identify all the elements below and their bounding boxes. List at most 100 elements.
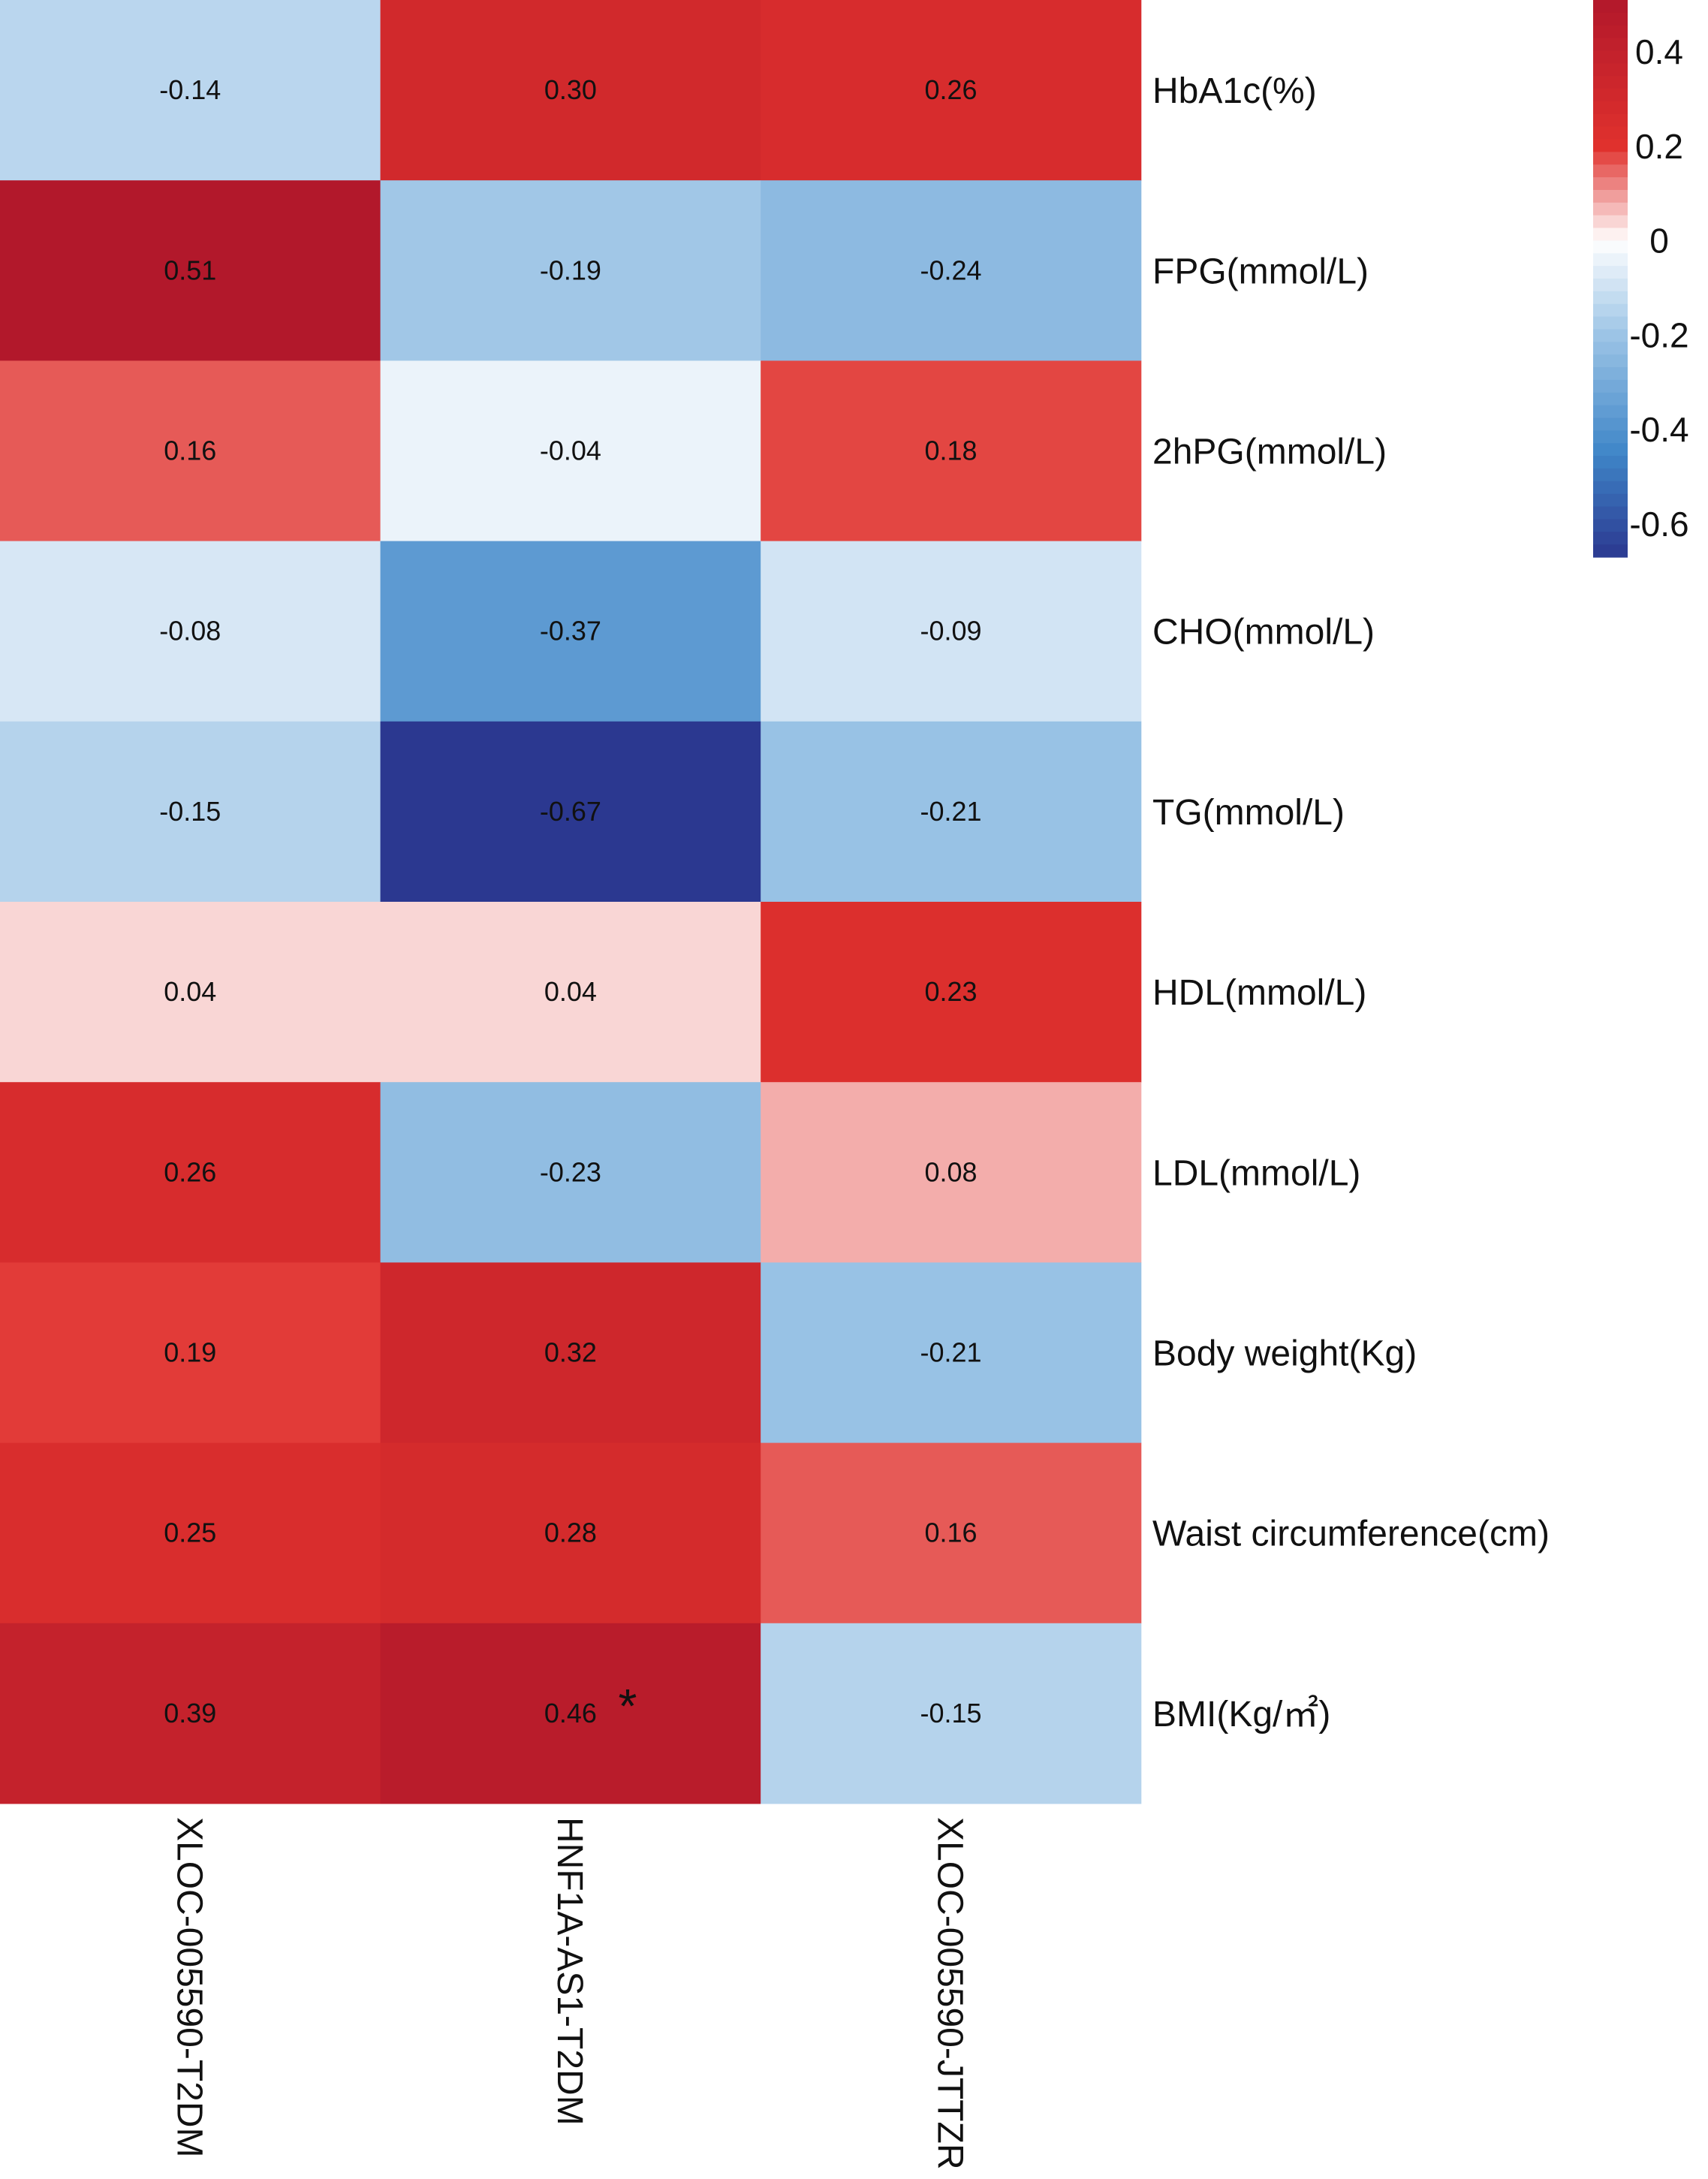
cell-value-label: -0.21 xyxy=(920,1337,981,1368)
row-label: 2hPG(mmol/L) xyxy=(1152,432,1387,472)
legend-color-band xyxy=(1593,240,1628,254)
heatmap-cell xyxy=(380,1082,761,1263)
significance-star: * xyxy=(618,1679,637,1733)
heatmap-cell xyxy=(380,1442,761,1624)
cell-value-label: 0.26 xyxy=(924,74,977,105)
cell-value-label: 0.51 xyxy=(164,255,216,285)
heatmap-cell xyxy=(0,1082,381,1263)
legend-color-band xyxy=(1593,316,1628,330)
heatmap-cell xyxy=(0,180,381,361)
cell-value-label: -0.19 xyxy=(540,255,601,285)
legend-color-band xyxy=(1593,468,1628,482)
heatmap-cell xyxy=(761,1262,1142,1444)
legend-color-band xyxy=(1593,89,1628,102)
legend-color-band xyxy=(1593,379,1628,393)
legend-color-band xyxy=(1593,303,1628,318)
row-label: Waist circumference(cm) xyxy=(1152,1514,1550,1554)
legend-color-band xyxy=(1593,228,1628,242)
legend-color-band xyxy=(1593,38,1628,52)
heatmap-cell xyxy=(761,721,1142,903)
legend-color-band xyxy=(1593,152,1628,165)
legend-color-band xyxy=(1593,405,1628,419)
heatmap-cell xyxy=(380,0,761,181)
row-label: HDL(mmol/L) xyxy=(1152,973,1366,1013)
legend-color-band xyxy=(1593,164,1628,178)
legend-color-band xyxy=(1593,126,1628,140)
legend-color-band xyxy=(1593,101,1628,115)
legend-color-band xyxy=(1593,279,1628,292)
cell-value-label: 0.32 xyxy=(544,1337,597,1368)
legend-color-band xyxy=(1593,291,1628,305)
legend-tick-label: -0.6 xyxy=(1629,505,1688,544)
heatmap-cell xyxy=(0,1442,381,1624)
cell-value-label: 0.46 xyxy=(544,1698,597,1728)
cell-value-label: -0.15 xyxy=(920,1698,981,1728)
cell-value-label: 0.28 xyxy=(544,1517,597,1548)
row-label: LDL(mmol/L) xyxy=(1152,1153,1360,1193)
legend-color-band xyxy=(1593,392,1628,406)
heatmap-cell xyxy=(761,360,1142,542)
heatmap-cell xyxy=(380,902,761,1083)
row-label: FPG(mmol/L) xyxy=(1152,252,1369,291)
legend-color-band xyxy=(1593,253,1628,267)
legend-tick-label: -0.4 xyxy=(1629,410,1688,449)
heatmap-cell xyxy=(0,0,381,181)
cell-value-label: 0.04 xyxy=(164,976,216,1007)
column-label: XLOC-005590-T2DM xyxy=(169,1817,209,2158)
row-labels: HbA1c(%) FPG(mmol/L) 2hPG(mmol/L) CHO(mmol/… xyxy=(1152,71,1550,1734)
cell-value-label: 0.16 xyxy=(924,1517,977,1548)
legend-color-band xyxy=(1593,202,1628,216)
cell-value-label: 0.18 xyxy=(924,435,977,466)
legend-color-band xyxy=(1593,113,1628,128)
cell-value-label: 0.08 xyxy=(924,1156,977,1187)
legend-color-band xyxy=(1593,544,1628,558)
legend-color-band xyxy=(1593,506,1628,520)
heatmap-cell xyxy=(761,180,1142,361)
legend-color-band xyxy=(1593,430,1628,444)
column-label: HNF1A-AS1-T2DM xyxy=(550,1817,589,2126)
column-label: XLOC-005590-JTTZR xyxy=(930,1817,970,2169)
cell-value-label: -0.15 xyxy=(159,796,221,827)
heatmap-cell xyxy=(761,1082,1142,1263)
legend-color-band xyxy=(1593,456,1628,469)
heatmap-cell xyxy=(0,721,381,903)
heatmap-cell xyxy=(0,1623,381,1804)
cell-value-label: 0.30 xyxy=(544,74,597,105)
legend-color-band xyxy=(1593,329,1628,342)
heatmap-cell xyxy=(0,1262,381,1444)
heatmap-cell xyxy=(0,360,381,542)
legend-color-band xyxy=(1593,12,1628,26)
row-label: HbA1c(%) xyxy=(1152,71,1317,111)
legend-color-band xyxy=(1593,367,1628,381)
heatmap-cell xyxy=(380,721,761,903)
heatmap-cell xyxy=(380,180,761,361)
heatmap-cell xyxy=(761,0,1142,181)
legend-color-band xyxy=(1593,139,1628,152)
cell-value-label: -0.67 xyxy=(540,796,601,827)
cell-value-label: 0.23 xyxy=(924,976,977,1007)
cell-value-label: 0.26 xyxy=(164,1156,216,1187)
cell-value-label: -0.23 xyxy=(540,1156,601,1187)
legend-color-band xyxy=(1593,532,1628,545)
cell-value-label: 0.19 xyxy=(164,1337,216,1368)
legend-color-band xyxy=(1593,519,1628,532)
cell-value-label: -0.04 xyxy=(540,435,601,466)
color-legend: 0.4 0.2 0 -0.2 -0.4 -0.6 xyxy=(1593,0,1689,558)
heatmap-cell xyxy=(761,541,1142,722)
legend-tick-label: -0.2 xyxy=(1629,315,1688,354)
legend-color-band xyxy=(1593,189,1628,203)
cell-value-label: -0.37 xyxy=(540,616,601,646)
legend-color-band xyxy=(1593,443,1628,457)
heatmap-cell xyxy=(380,360,761,542)
legend-color-band xyxy=(1593,25,1628,39)
cell-value-label: -0.08 xyxy=(159,616,221,646)
legend-tick-label: 0.2 xyxy=(1635,127,1683,166)
heatmap-cell xyxy=(761,1442,1142,1624)
cell-value-label: 0.25 xyxy=(164,1517,216,1548)
legend-color-band xyxy=(1593,417,1628,431)
cell-value-label: -0.21 xyxy=(920,796,981,827)
row-label: CHO(mmol/L) xyxy=(1152,613,1375,652)
cell-value-label: 0.04 xyxy=(544,976,597,1007)
heatmap-cell-labels: -0.14 0.30 0.26 0.51 -0.19 -0.24 0.16 -0.04 0.18… xyxy=(159,74,981,1733)
heatmap-cell xyxy=(0,541,381,722)
